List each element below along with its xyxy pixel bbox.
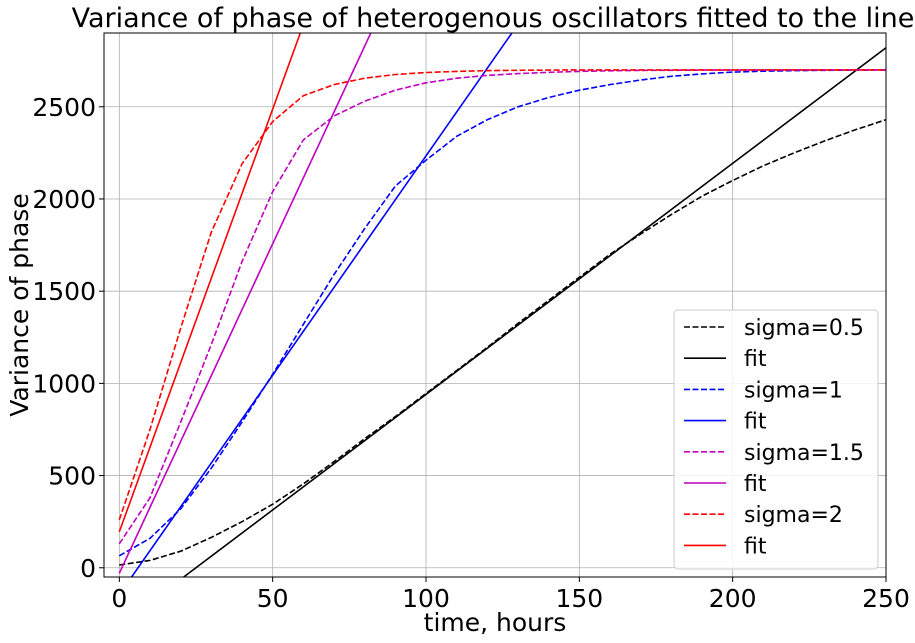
legend-label: fit xyxy=(744,472,767,497)
y-tick-label: 1000 xyxy=(32,369,96,398)
series-line-3 xyxy=(130,33,513,577)
y-tick-label: 2000 xyxy=(32,185,96,214)
series-line-2 xyxy=(118,69,886,557)
legend-label: sigma=2 xyxy=(744,503,843,528)
x-tick-label: 50 xyxy=(257,584,289,613)
legend-label: fit xyxy=(744,347,767,372)
series-line-6 xyxy=(118,69,886,521)
series-line-1 xyxy=(183,47,886,577)
series-line-7 xyxy=(118,33,302,533)
y-tick-label: 2500 xyxy=(32,93,96,122)
y-tick-label: 0 xyxy=(80,554,96,583)
x-tick-label: 100 xyxy=(402,584,450,613)
series-line-5 xyxy=(118,33,372,574)
y-tick-label: 500 xyxy=(48,462,96,491)
legend-label: fit xyxy=(744,534,767,559)
plot-frame xyxy=(103,32,887,578)
x-tick-label: 150 xyxy=(555,584,603,613)
x-axis-label: time, hours xyxy=(424,608,567,637)
x-tick-label: 200 xyxy=(709,584,757,613)
legend-label: sigma=1 xyxy=(744,378,843,403)
x-tick-label: 250 xyxy=(862,584,910,613)
series-group xyxy=(118,33,886,577)
legend-box xyxy=(673,309,879,570)
y-axis-label: Variance of phase xyxy=(5,193,34,416)
legend-label: sigma=0.5 xyxy=(744,316,864,341)
x-tick-label: 0 xyxy=(111,584,127,613)
y-tick-label: 1500 xyxy=(32,277,96,306)
legend: sigma=0.5 fit sigma=1 fit sigma=1.5 fit sigma=… xyxy=(673,309,879,570)
chart-title: Variance of phase of heterogenous oscill… xyxy=(72,3,915,34)
legend-label: fit xyxy=(744,410,767,435)
series-line-0 xyxy=(119,118,886,566)
grid xyxy=(104,33,887,577)
legend-label: sigma=1.5 xyxy=(744,441,864,466)
